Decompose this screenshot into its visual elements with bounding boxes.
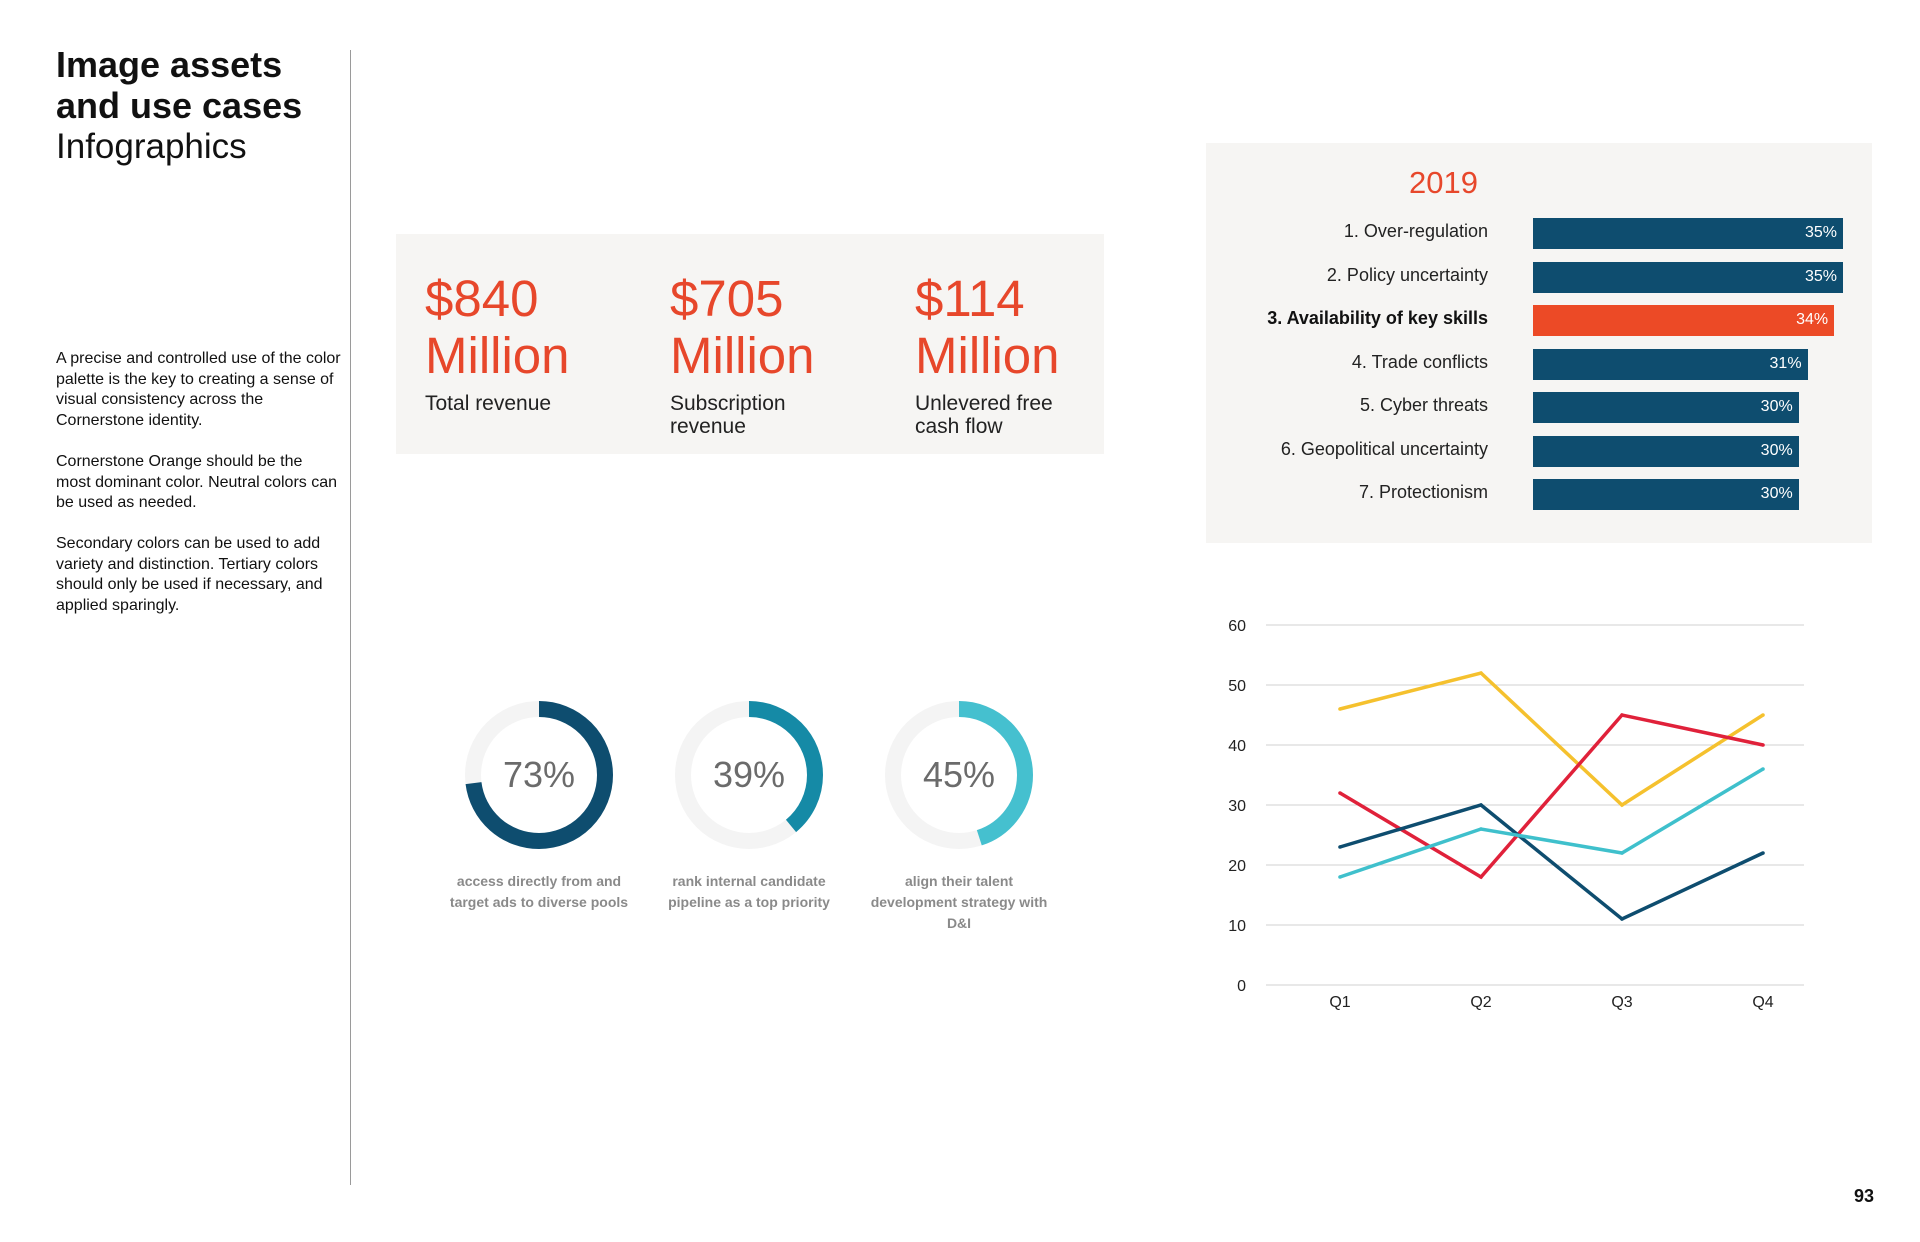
body-paragraph: A precise and controlled use of the colo… [56,350,341,429]
page-subtitle: Infographics [56,127,247,166]
series-1-point [1479,671,1483,675]
bar-value-label: 31% [1769,354,1802,372]
line-chart: 0 10 20 30 40 50 60 Q1 Q2 Q3 Q4 [1210,605,1830,1030]
y-tick-label: 60 [1228,618,1246,635]
y-tick-label: 10 [1228,918,1246,935]
revenue-label: Unlevered free cash flow [915,392,1053,438]
bar-row: 7. Protectionism 30% [1206,479,1872,511]
x-tick-label: Q2 [1470,994,1491,1011]
series-2-point [1338,791,1342,795]
bar: 35% [1533,218,1843,249]
bar-value-label: 35% [1804,224,1837,241]
bar-row: 4. Trade conflicts 31% [1206,348,1872,381]
bar-label: 4. Trade conflicts [1351,351,1488,372]
revenue-panel: $840 Million Total revenue $705 Million … [396,234,1104,454]
bar-value-label: 35% [1804,267,1837,285]
series-4-point [1479,827,1483,831]
donut-svg [465,701,613,849]
series-2-point [1479,875,1483,879]
donut-caption: align their talent development strategy … [870,873,1048,931]
bar-chart-panel: 2019 1. Over-regulation 35% 2. Policy unce… [1206,143,1872,543]
revenue-item: $705 Million Subscription revenue [670,270,840,438]
bar-label: 1. Over-regulation [1343,221,1488,241]
bar-row: 5. Cyber threats 30% [1206,392,1872,424]
y-tick-label: 40 [1228,738,1246,755]
series-line-1 [1339,671,1764,808]
series-3-point [1479,803,1483,807]
bar: 31% [1533,348,1808,380]
bar-value-label: 30% [1760,398,1793,415]
revenue-unit: Million [915,327,1060,384]
series-2-point [1620,713,1624,717]
donut-arc [675,701,823,849]
y-tick-label: 20 [1228,858,1246,875]
series-3-point [1338,845,1342,849]
donut-arc [885,701,1033,849]
revenue-unit: Million [425,327,570,384]
series-3-point [1620,917,1624,921]
bar-label: 5. Cyber threats [1359,395,1488,415]
x-tick-label: Q3 [1611,994,1632,1011]
donut-svg [885,701,1033,849]
revenue-label: Total revenue [425,392,552,415]
series-1-point [1338,707,1342,711]
donut-percent: 45% [922,754,996,795]
revenue-value: $114 [915,270,1025,327]
bar: 35% [1533,261,1843,293]
series-1-point [1761,713,1765,717]
body-paragraph: Cornerstone Orange should be the most do… [56,453,338,511]
donut-svg [675,701,823,849]
revenue-unit: Million [670,327,815,384]
x-tick-label: Q1 [1329,994,1350,1011]
donut-arc [465,701,613,849]
bar-value-label: 30% [1760,485,1793,502]
y-tick-label: 0 [1237,978,1246,995]
bar-label: 7. Protectionism [1358,482,1488,502]
bar-row: 2. Policy uncertainty 35% [1206,261,1872,294]
y-tick-label: 30 [1228,798,1246,815]
bar: 30% [1533,392,1799,423]
revenue-item: $114 Million Unlevered free cash flow [915,270,1085,438]
bar-row: 6. Geopolitical uncertainty 30% [1206,435,1872,468]
series-line-2 [1339,713,1764,880]
series-line-4 [1339,767,1764,879]
bar-row: 1. Over-regulation 35% [1206,218,1872,250]
bar-label: 2. Policy uncertainty [1326,264,1488,285]
bar-label: 6. Geopolitical uncertainty [1280,438,1488,459]
page-title: Image assets and use cases [56,44,303,126]
bar-value-label: 34% [1796,311,1829,328]
bar: 34% [1533,305,1835,336]
series-1-point [1620,803,1624,807]
line-chart-svg: 0 10 20 30 40 50 60 Q1 Q2 Q3 Q4 [1228,618,1804,1011]
x-tick-label: Q4 [1752,994,1773,1011]
revenue-value: $840 [425,270,539,327]
donut-chart: 73% access directly from and target ads … [450,695,628,913]
donut-percent: 73% [502,754,576,795]
revenue-label: Subscription revenue [670,392,786,438]
page-number: 93 [1853,1186,1874,1206]
bar-row: 3. Availability of key skills 34% [1206,305,1872,337]
series-4-point [1338,875,1342,879]
series-4-point [1620,851,1624,855]
series-4-point [1761,767,1765,771]
series-3-point [1761,851,1765,855]
bar-chart-year: 2019 [1409,165,1478,200]
revenue-value: $705 [670,270,784,327]
bar: 30% [1533,479,1799,510]
bar-value-label: 30% [1760,441,1793,459]
donut-chart: 45% align their talent development strat… [871,695,1047,934]
donut-chart: 39% rank internal candidate pipeline as … [668,695,830,913]
series-2-point [1761,743,1765,747]
bar-label: 3. Availability of key skills [1267,308,1488,328]
revenue-item: $840 Million Total revenue [425,270,655,415]
bar: 30% [1533,435,1799,467]
donut-percent: 39% [712,754,786,795]
vertical-divider [350,50,351,1185]
series-line-3 [1339,803,1764,922]
y-tick-label: 50 [1228,678,1246,695]
donut-caption: rank internal candidate pipeline as a to… [668,873,830,910]
body-paragraph: Secondary colors can be used to add vari… [56,535,323,614]
donut-caption: access directly from and target ads to d… [449,873,629,910]
